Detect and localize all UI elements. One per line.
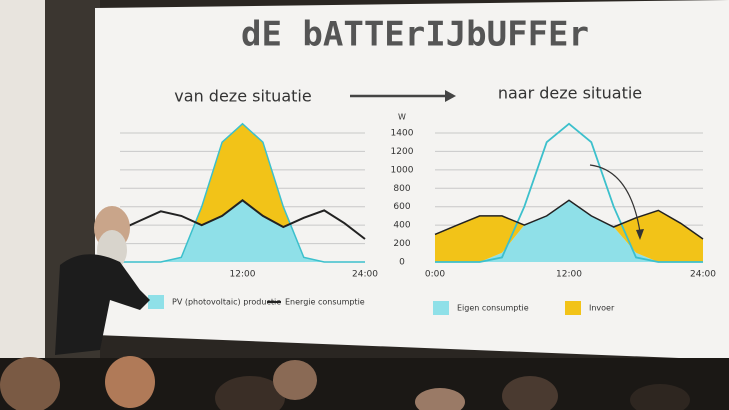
x-tick-label: 24:00 [690,270,716,280]
y-tick-label: 200 [393,239,410,249]
legend-swatch [148,295,164,309]
y-tick-label: 600 [393,202,410,212]
y-tick-label: 0 [399,258,405,268]
x-tick-label: 0:00 [425,270,445,280]
chart-title: van deze situatie [174,87,311,106]
audience-head [273,360,317,400]
legend-swatch [565,301,581,315]
legend-label: Eigen consumptie [457,304,529,313]
wall [0,0,45,360]
y-tick-label: 1200 [391,147,414,157]
photo: dE bATTErIJbUFFEr van deze situatie naar… [0,0,729,410]
y-axis-label: W [398,113,406,122]
x-tick-label: 24:00 [352,270,378,280]
y-tick-label: 800 [393,184,410,194]
x-tick-label: 12:00 [230,270,256,280]
y-tick-label: 400 [393,221,410,231]
y-tick-label: 1000 [391,165,414,175]
audience-head [105,356,155,408]
legend-label: Energie consumptie [285,298,365,307]
chart-title: naar deze situatie [498,84,642,103]
slide-title: dE bATTErIJbUFFEr [241,15,589,55]
legend-swatch [433,301,449,315]
legend-label: PV (photovoltaic) productie [172,298,281,307]
y-tick-label: 1400 [391,129,414,139]
legend-label: Invoer [589,304,615,313]
x-tick-label: 12:00 [556,270,582,280]
